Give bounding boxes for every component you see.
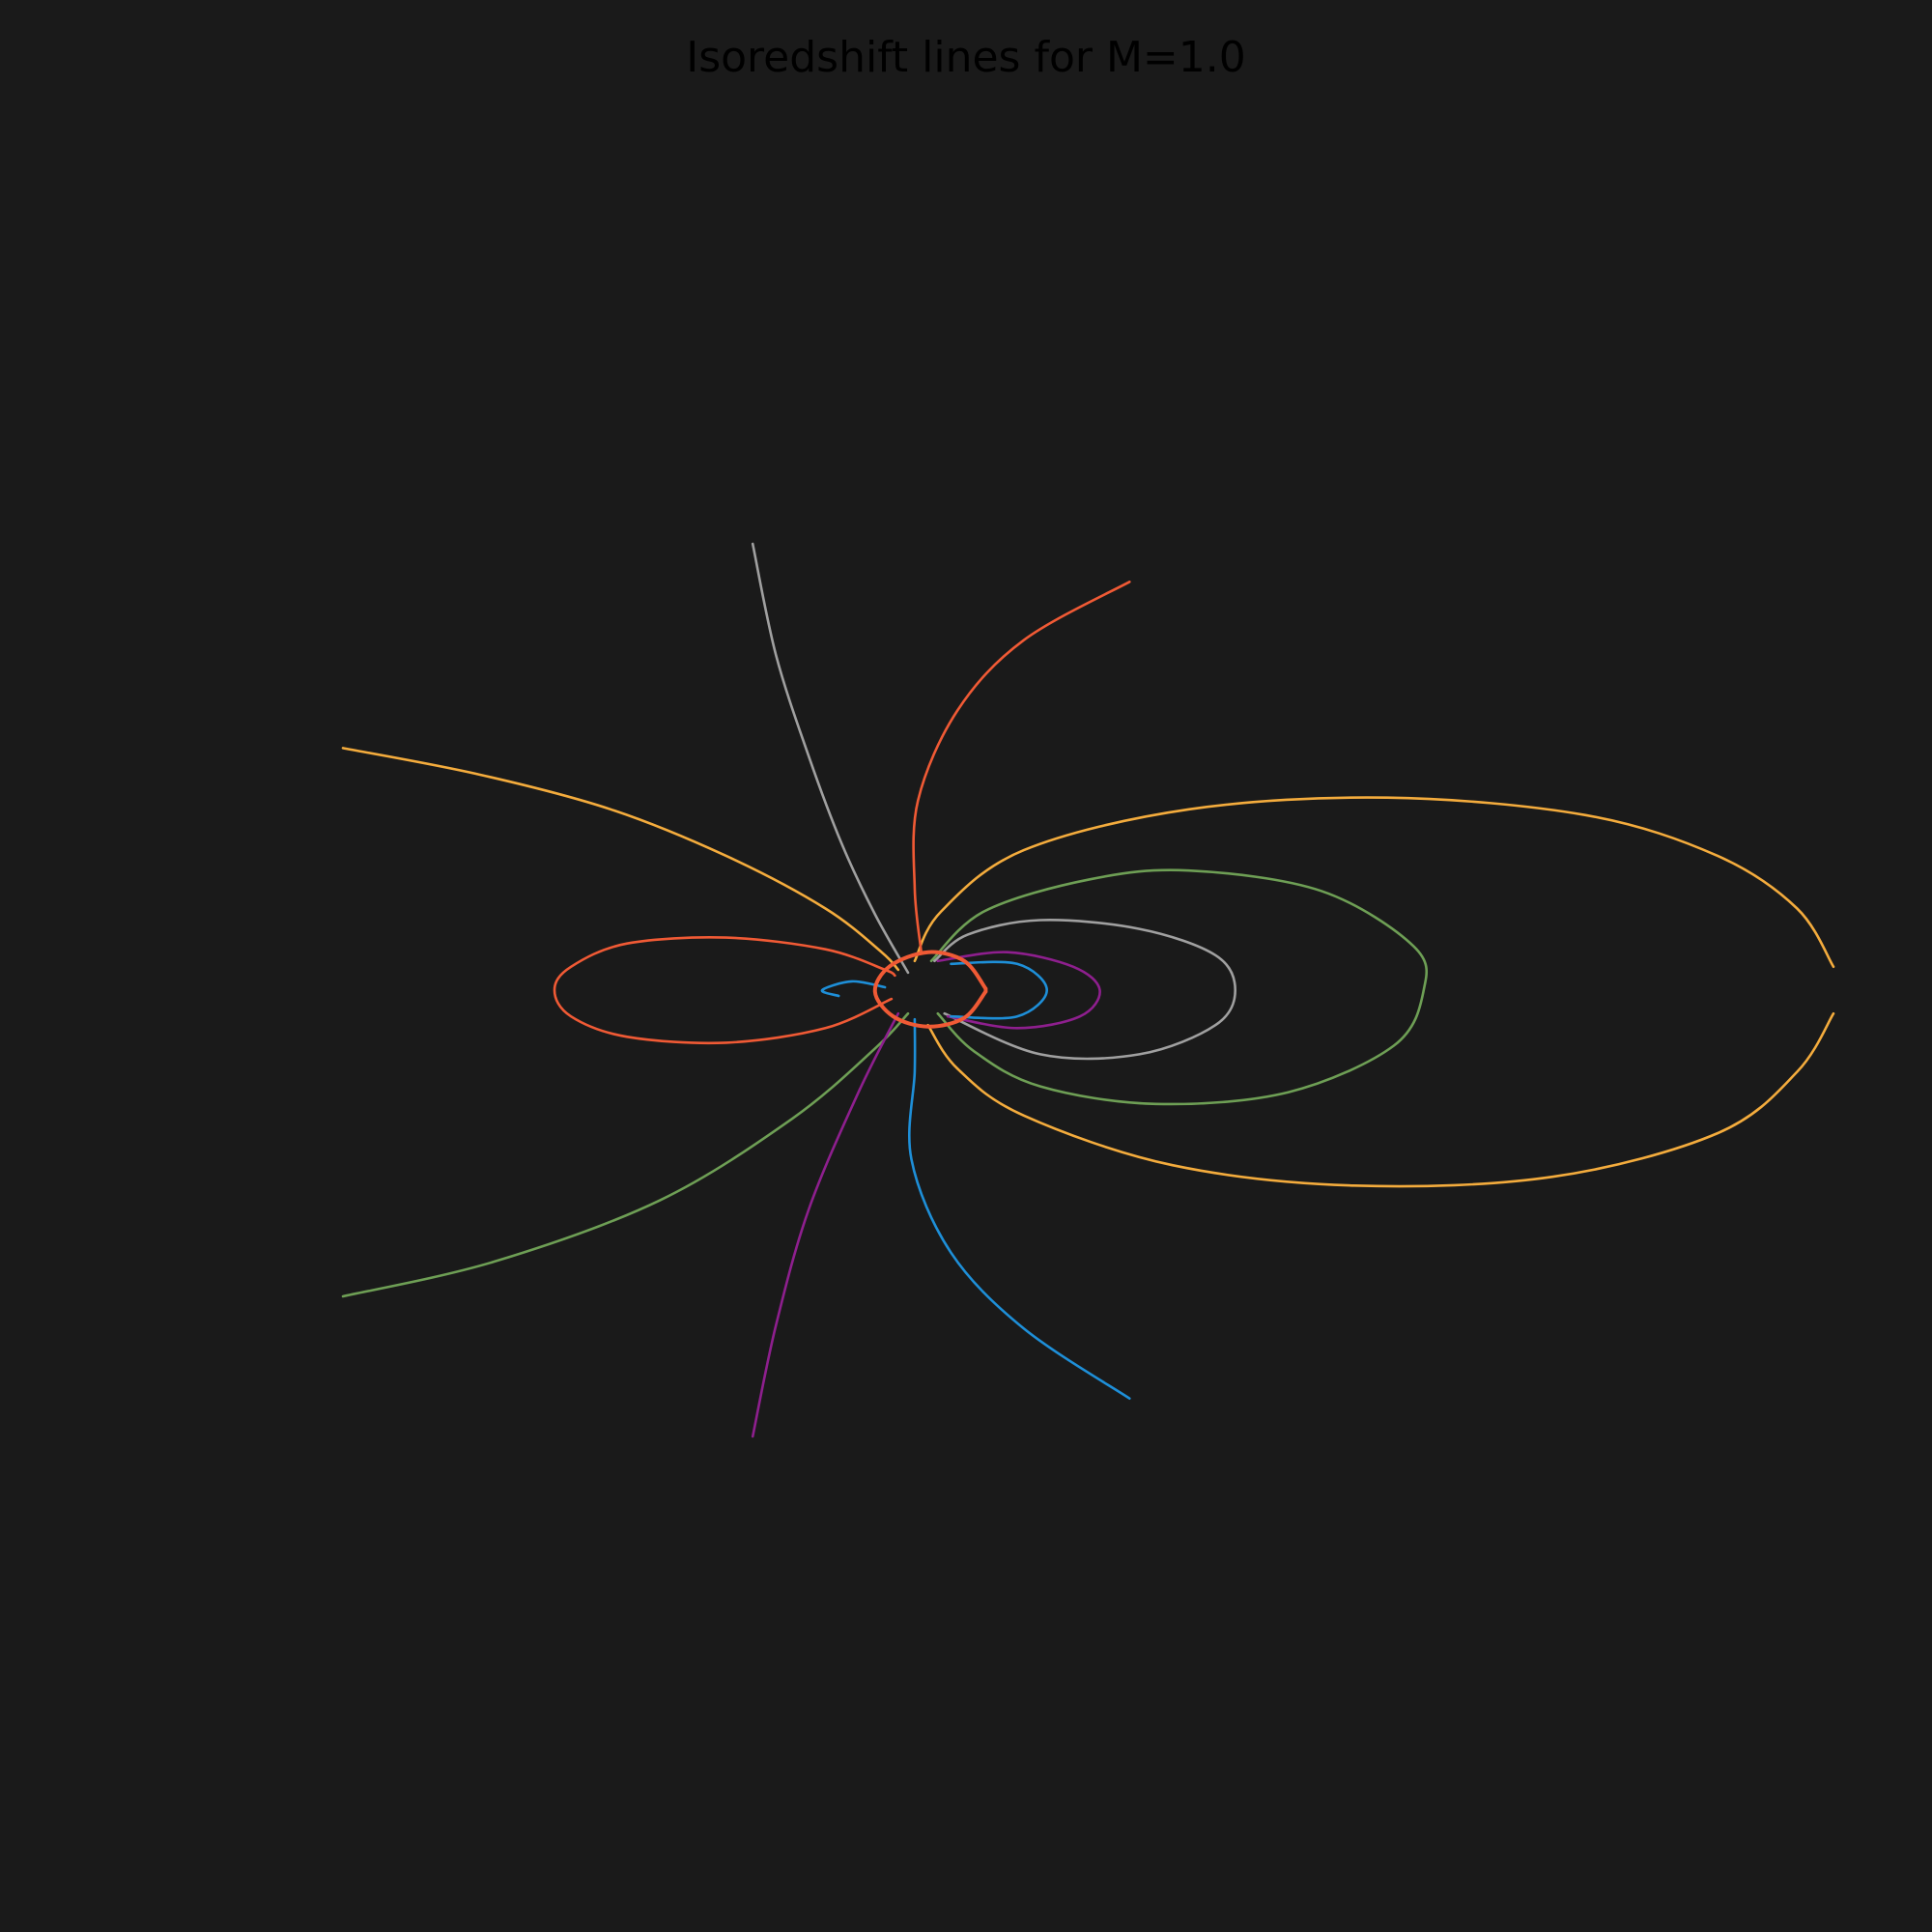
isoredshift-line-9	[553, 936, 896, 1045]
isoredshift-line-11	[936, 951, 1101, 1030]
horizon-curve	[872, 950, 988, 1029]
isoredshift-line-5	[929, 868, 1429, 1106]
plot-area	[341, 542, 1835, 1438]
isoredshift-line-12	[908, 1017, 1131, 1400]
isoredshift-line-14	[820, 980, 887, 998]
isoredshift-line-8	[912, 581, 1131, 953]
isoredshift-line-6	[751, 542, 910, 975]
isoredshift-line-1	[341, 747, 900, 972]
isoredshift-line-7	[933, 919, 1236, 1061]
chart-title: Isoredshift lines for M=1.0	[686, 33, 1246, 82]
isoredshift-line-2	[913, 796, 1835, 969]
isoredshift-line-10	[751, 1011, 900, 1438]
isoredshift-line-13	[950, 960, 1048, 1020]
isoredshift-line-3	[926, 1011, 1835, 1188]
isoredshift-line-4	[341, 1011, 910, 1298]
